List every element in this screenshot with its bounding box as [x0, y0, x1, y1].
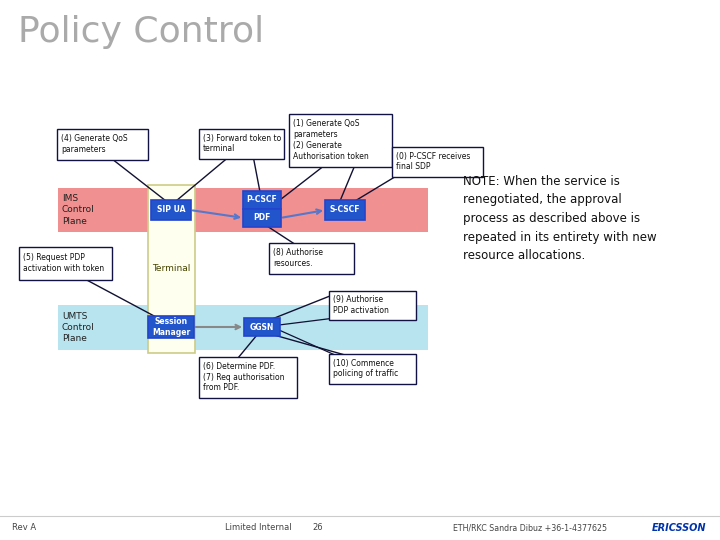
- FancyBboxPatch shape: [56, 129, 148, 159]
- Text: GGSN: GGSN: [250, 322, 274, 332]
- Text: Rev A: Rev A: [12, 523, 36, 532]
- Text: ERICSSON: ERICSSON: [652, 523, 706, 533]
- Text: (4) Generate QoS
parameters: (4) Generate QoS parameters: [61, 134, 127, 154]
- Text: P-CSCF: P-CSCF: [247, 195, 277, 205]
- Text: S-CSCF: S-CSCF: [330, 206, 360, 214]
- FancyBboxPatch shape: [244, 318, 280, 336]
- Text: Terminal: Terminal: [153, 264, 191, 273]
- FancyBboxPatch shape: [325, 200, 365, 220]
- Text: 26: 26: [312, 523, 323, 532]
- Text: IMS
Control
Plane: IMS Control Plane: [62, 194, 95, 226]
- Text: (8) Authorise
resources.: (8) Authorise resources.: [273, 248, 323, 268]
- Text: (10) Commence
policing of traffic: (10) Commence policing of traffic: [333, 359, 398, 379]
- FancyBboxPatch shape: [243, 209, 281, 227]
- Text: (3) Forward token to
terminal: (3) Forward token to terminal: [203, 133, 282, 153]
- FancyBboxPatch shape: [58, 188, 428, 232]
- FancyBboxPatch shape: [148, 185, 195, 353]
- FancyBboxPatch shape: [269, 242, 354, 273]
- FancyBboxPatch shape: [289, 113, 392, 166]
- Text: (5) Request PDP
activation with token: (5) Request PDP activation with token: [23, 253, 104, 273]
- Text: Limited Internal: Limited Internal: [225, 523, 292, 532]
- FancyBboxPatch shape: [58, 305, 428, 350]
- Text: Session
Manager: Session Manager: [152, 318, 190, 337]
- Text: UMTS
Control
Plane: UMTS Control Plane: [62, 312, 95, 343]
- Text: (1) Generate QoS
parameters
(2) Generate
Authorisation token: (1) Generate QoS parameters (2) Generate…: [293, 119, 369, 160]
- Text: (0) P-CSCF receives
final SDP: (0) P-CSCF receives final SDP: [396, 152, 470, 171]
- Text: Policy Control: Policy Control: [18, 15, 264, 49]
- Text: SIP UA: SIP UA: [157, 206, 185, 214]
- FancyBboxPatch shape: [328, 354, 415, 383]
- FancyBboxPatch shape: [151, 200, 191, 220]
- FancyBboxPatch shape: [243, 191, 281, 209]
- Text: PDF: PDF: [253, 213, 271, 222]
- Text: ETH/RKC Sandra Dibuz +36-1-4377625: ETH/RKC Sandra Dibuz +36-1-4377625: [453, 523, 607, 532]
- FancyBboxPatch shape: [392, 146, 482, 177]
- FancyBboxPatch shape: [19, 246, 112, 280]
- FancyBboxPatch shape: [199, 129, 284, 159]
- FancyBboxPatch shape: [328, 291, 415, 320]
- FancyBboxPatch shape: [199, 356, 297, 397]
- Text: (9) Authorise
PDP activation: (9) Authorise PDP activation: [333, 295, 389, 315]
- Text: (6) Determine PDF.
(7) Req authorisation
from PDF.: (6) Determine PDF. (7) Req authorisation…: [203, 362, 284, 392]
- Text: NOTE: When the service is
renegotiated, the approval
process as described above : NOTE: When the service is renegotiated, …: [463, 175, 657, 262]
- FancyBboxPatch shape: [148, 316, 194, 338]
